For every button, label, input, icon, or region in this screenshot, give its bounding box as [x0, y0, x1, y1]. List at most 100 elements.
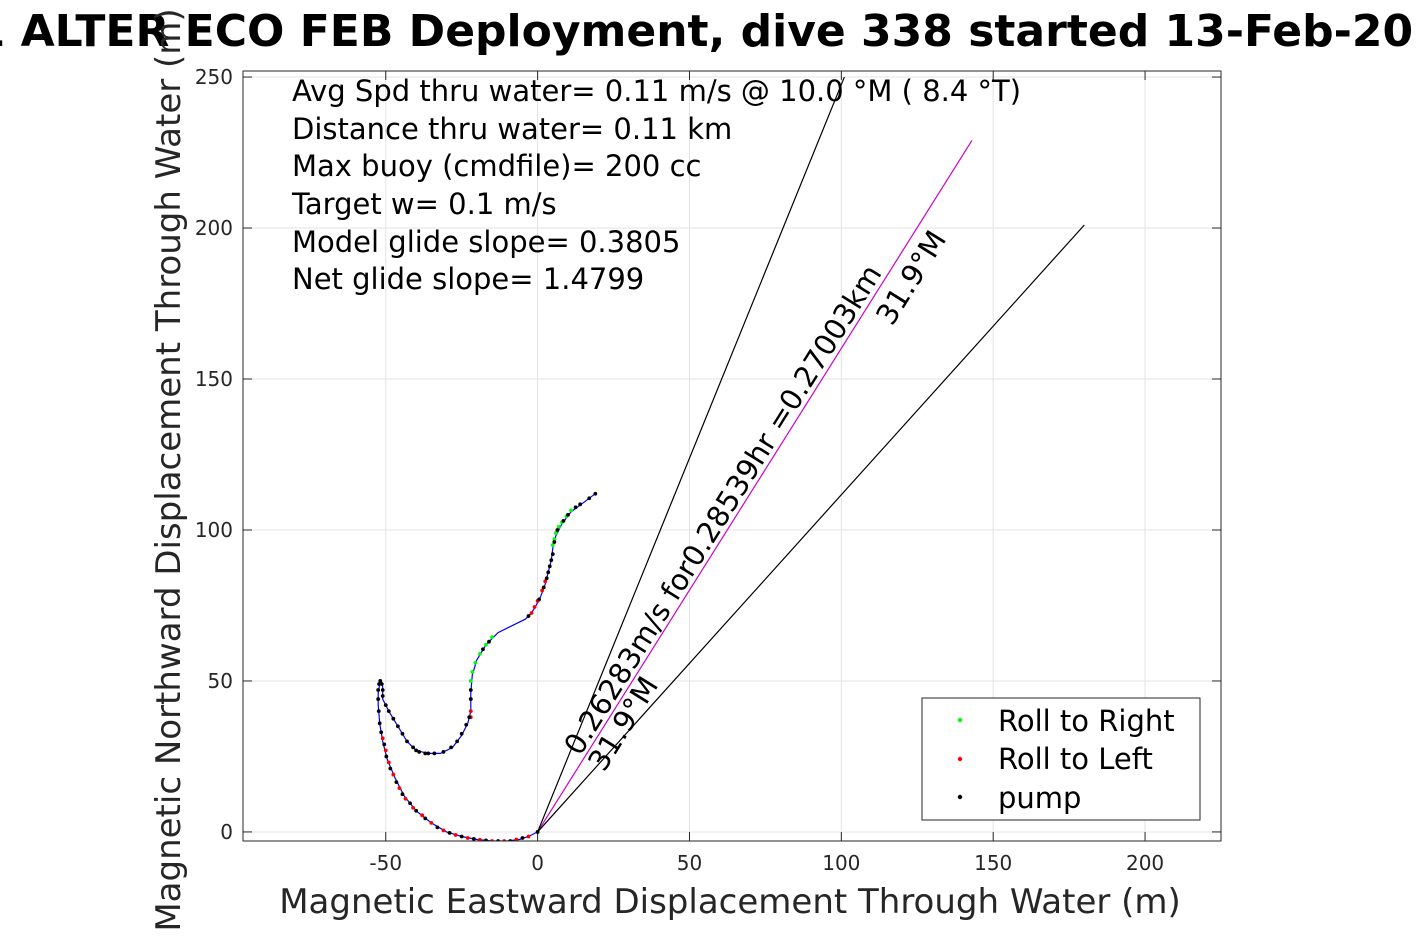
point-roll-to-left [391, 772, 396, 777]
point-pump [547, 564, 552, 569]
point-pump [447, 830, 452, 835]
point-pump [573, 505, 578, 510]
point-pump [417, 750, 422, 754]
point-pump [379, 682, 384, 686]
point-roll-to-left [411, 805, 415, 810]
point-pump [552, 540, 557, 544]
annotation-model-glide: Model glide slope= 0.3805 [292, 225, 680, 259]
reference-lines [537, 76, 1085, 833]
point-pump [520, 836, 525, 840]
point-roll-to-left [526, 834, 531, 839]
point-pump [378, 679, 383, 683]
annotation-net-glide: Net glide slope= 1.4799 [292, 262, 644, 296]
point-roll-to-right [550, 543, 555, 547]
point-pump [383, 703, 388, 708]
legend-label-pump: pump [998, 781, 1081, 815]
annotation-distance: Distance thru water= 0.11 km [292, 112, 732, 146]
point-roll-to-right [478, 651, 482, 656]
legend-marker-pump [957, 794, 963, 800]
point-pump [405, 739, 409, 744]
legend: Roll to Right Roll to Left pump [921, 697, 1201, 821]
point-pump [441, 750, 446, 754]
legend-box [921, 697, 1201, 821]
point-pump [388, 766, 393, 771]
point-roll-to-right [473, 660, 478, 665]
point-pump [376, 688, 381, 692]
annotation-max-buoy: Max buoy (cmdfile)= 200 cc [292, 149, 701, 183]
point-roll-to-left [386, 760, 391, 765]
point-roll-to-right [484, 642, 488, 647]
point-pump [546, 570, 551, 575]
point-roll-to-left [529, 611, 534, 615]
point-pump [400, 792, 405, 797]
point-pump [408, 801, 412, 806]
point-roll-to-left [429, 820, 434, 825]
point-pump [471, 836, 476, 841]
point-pump [379, 730, 384, 735]
point-roll-to-left [543, 579, 548, 584]
point-pump [426, 751, 431, 756]
legend-label-roll-right: Roll to Right [998, 704, 1175, 738]
point-roll-to-right [569, 508, 573, 513]
chart-title: SG 171 ALTER ECO FEB Deployment, dive 33… [0, 6, 1417, 57]
point-roll-to-left [468, 709, 473, 714]
y-tick-label: 200 [195, 216, 233, 240]
y-tick-label: 0 [220, 820, 233, 844]
x-tick-label: 200 [1126, 851, 1164, 875]
point-pump [391, 716, 396, 721]
point-roll-to-left [514, 837, 519, 841]
point-pump [423, 751, 428, 756]
point-roll-to-left [453, 833, 458, 837]
point-roll-to-right [556, 525, 561, 529]
point-pump [394, 780, 399, 785]
point-roll-to-right [470, 670, 475, 674]
reference-line-left [537, 76, 845, 833]
point-pump [587, 496, 592, 501]
y-tick-label: 250 [195, 65, 233, 89]
point-pump [377, 721, 382, 726]
point-roll-to-left [420, 813, 425, 818]
legend-marker-roll-right [957, 717, 963, 723]
point-pump [555, 528, 560, 532]
annotation-target-w: Target w= 0.1 m/s [291, 187, 557, 221]
point-pump [549, 558, 554, 563]
point-pump [459, 834, 464, 839]
annotation-avg-speed: Avg Spd thru water= 0.11 m/s @ 10.0 °M (… [292, 74, 1021, 108]
point-pump [484, 838, 488, 841]
point-pump [481, 647, 485, 652]
point-pump [376, 709, 381, 714]
point-pump [464, 722, 469, 727]
y-tick-label: 50 [208, 669, 233, 693]
x-tick-label: 50 [677, 851, 702, 875]
point-roll-to-left [383, 748, 388, 753]
point-pump [449, 745, 453, 750]
point-pump [561, 519, 566, 523]
y-axis-label: Magnetic Northward Displacement Through … [149, 8, 189, 931]
point-roll-to-right [552, 537, 557, 541]
point-pump [386, 709, 391, 714]
point-pump [541, 585, 546, 590]
reference-line-right [537, 224, 1085, 833]
point-pump [537, 597, 542, 602]
point-pump [544, 576, 549, 581]
point-pump [468, 688, 473, 692]
point-pump [566, 512, 570, 517]
point-pump [377, 682, 381, 686]
point-roll-to-right [553, 531, 558, 535]
point-pump [432, 751, 437, 756]
point-roll-to-left [397, 786, 402, 791]
y-tick-label: 150 [195, 367, 233, 391]
x-tick-label: 150 [974, 851, 1012, 875]
gridlines [243, 71, 1221, 841]
point-pump [414, 748, 419, 753]
legend-marker-roll-left [957, 756, 963, 762]
point-pump [535, 830, 540, 834]
y-tick-label: 100 [195, 518, 233, 542]
legend-label-roll-left: Roll to Left [998, 742, 1153, 776]
point-pump [400, 731, 405, 736]
point-pump [411, 745, 415, 750]
point-pump [396, 724, 400, 729]
point-pump [459, 731, 464, 736]
point-pump [550, 552, 555, 557]
point-pump [423, 816, 428, 821]
